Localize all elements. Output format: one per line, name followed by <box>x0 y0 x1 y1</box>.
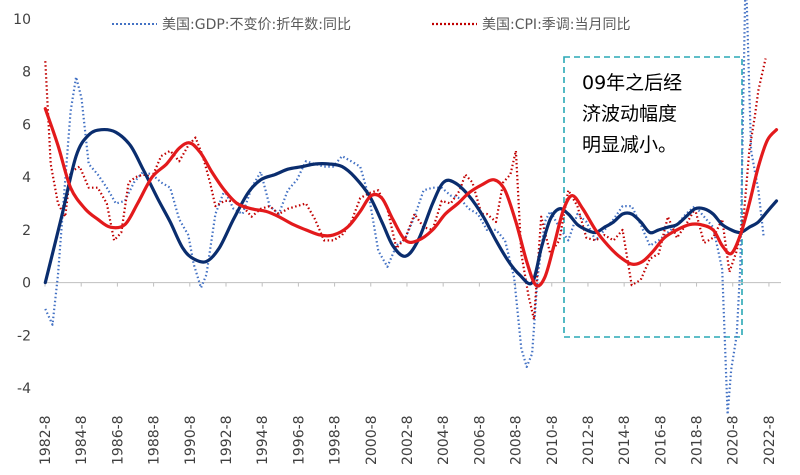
y-tick-label: -4 <box>17 381 31 397</box>
series-line-0 <box>44 0 765 416</box>
annotation-line-2: 济波动幅度 <box>582 103 677 125</box>
y-tick-label: 6 <box>22 117 31 133</box>
x-tick-label: 2020-8 <box>726 415 742 465</box>
annotation-line-3: 明显减小。 <box>582 134 677 156</box>
x-tick-label: 1982-8 <box>38 415 54 465</box>
x-tick-label: 2010-8 <box>545 415 561 465</box>
series-line-1 <box>44 58 767 321</box>
axes: 10 8 6 4 2 0 -2 -4 1982-8 1984-8 1986-8 1988-8 1990-… <box>13 12 781 465</box>
x-tick-label: 1986-8 <box>110 415 126 465</box>
y-tick-label: -2 <box>17 328 31 344</box>
x-tick-label: 1990-8 <box>183 415 199 465</box>
x-tick-label: 2012-8 <box>581 415 597 465</box>
x-tick-label: 1992-8 <box>219 415 235 465</box>
x-tick-label: 2016-8 <box>653 415 669 465</box>
annotation-line-1: 09年之后经 <box>582 72 682 94</box>
legend: 美国:GDP:不变价:折年数:同比 美国:CPI:季调:当月同比 <box>112 17 631 33</box>
x-tick-label: 2008-8 <box>509 415 525 465</box>
annotation-callout: 09年之后经 济波动幅度 明显减小。 <box>563 56 743 338</box>
series-layer <box>43 0 779 416</box>
x-tick-label: 2004-8 <box>436 415 452 465</box>
x-tick-label: 2022-8 <box>762 415 778 465</box>
x-tick-label: 2014-8 <box>617 415 633 465</box>
x-tick-label: 2006-8 <box>472 415 488 465</box>
y-tick-label: 4 <box>22 170 31 186</box>
x-tick-label: 1998-8 <box>328 415 344 465</box>
x-tick-label: 1988-8 <box>147 415 163 465</box>
y-tick-label: 0 <box>22 276 31 292</box>
x-tick-label: 2000-8 <box>364 415 380 465</box>
y-tick-label: 8 <box>22 65 31 81</box>
x-tick-label: 1996-8 <box>291 415 307 465</box>
x-tick-label: 2018-8 <box>690 415 706 465</box>
y-tick-label: 2 <box>22 223 31 239</box>
y-tick-label: 10 <box>13 12 31 28</box>
annotation-box <box>563 56 743 338</box>
x-tick-label: 2002-8 <box>400 415 416 465</box>
x-tick-label: 1984-8 <box>74 415 90 465</box>
legend-label-cpi: 美国:CPI:季调:当月同比 <box>482 17 631 33</box>
series-line-2 <box>43 127 779 286</box>
legend-label-gdp: 美国:GDP:不变价:折年数:同比 <box>162 17 351 33</box>
series-line-3 <box>43 107 779 288</box>
x-tick-label: 1994-8 <box>255 415 271 465</box>
